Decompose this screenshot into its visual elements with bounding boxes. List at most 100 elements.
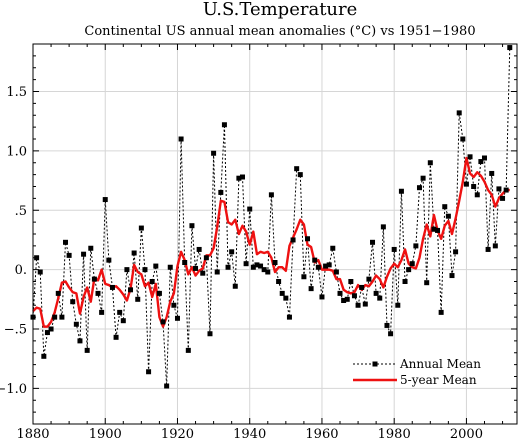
annual-mean-point	[471, 184, 477, 189]
annual-mean-point	[236, 175, 242, 181]
grid	[32, 44, 517, 424]
annual-mean-point	[323, 263, 329, 269]
annual-mean-point	[95, 290, 101, 296]
annual-mean-point	[409, 261, 415, 267]
annual-mean-point	[88, 245, 94, 251]
annual-mean-point	[182, 260, 188, 265]
y-tick-label: 1.0	[6, 144, 27, 159]
x-tick-label: 2000	[450, 427, 483, 438]
annual-mean-point	[218, 189, 224, 195]
annual-mean-line	[32, 47, 511, 387]
annual-mean-point	[164, 383, 170, 389]
annual-mean-point	[344, 296, 350, 302]
annual-mean-point	[138, 225, 144, 231]
y-tick-label: .5	[15, 204, 27, 219]
annual-mean-point	[406, 267, 412, 273]
x-tick-label: 1960	[305, 427, 338, 438]
annual-mean-point	[348, 279, 354, 284]
annual-mean-point	[225, 264, 231, 270]
annual-mean-point	[167, 264, 173, 270]
annual-mean-point	[149, 279, 155, 284]
annual-mean-point	[55, 290, 61, 296]
annual-mean-point	[297, 172, 303, 178]
annual-mean-point	[99, 309, 105, 315]
annual-mean-point	[283, 295, 289, 301]
legend-5-year-mean-label: 5-year Mean	[400, 373, 477, 387]
annual-mean-point	[113, 334, 119, 340]
annual-mean-point	[391, 246, 397, 252]
annual-mean-point	[247, 206, 253, 212]
annual-mean-point	[420, 175, 426, 181]
annual-mean-point	[330, 245, 336, 251]
annual-mean-point	[481, 155, 487, 161]
annual-mean-point	[128, 287, 134, 293]
annual-mean-point	[315, 264, 321, 270]
annual-mean-point	[290, 237, 296, 243]
annual-mean-point	[485, 246, 491, 252]
annual-mean-point	[160, 319, 166, 325]
annual-mean-point	[207, 331, 213, 337]
x-tick-label: 1900	[89, 427, 122, 438]
annual-mean-point	[453, 249, 459, 255]
annual-mean-point	[442, 204, 448, 210]
chart-subtitle: Continental US annual mean anomalies (°C…	[84, 24, 475, 39]
annual-mean-markers	[30, 45, 513, 389]
annual-mean-point	[286, 314, 292, 320]
annual-mean-point	[156, 290, 162, 296]
annual-mean-point	[44, 330, 50, 336]
annual-mean-point	[214, 269, 220, 275]
x-tick-label: 1980	[378, 427, 411, 438]
annual-mean-point	[48, 326, 54, 332]
annual-mean-point	[193, 265, 199, 271]
annual-mean-point	[312, 257, 318, 263]
annual-mean-point	[398, 188, 404, 194]
annual-mean-point	[124, 267, 130, 273]
x-tick-label: 1880	[16, 427, 49, 438]
annual-mean-point	[171, 302, 177, 308]
annual-mean-point	[507, 45, 513, 51]
annual-mean-point	[102, 197, 108, 203]
annual-mean-point	[243, 261, 249, 267]
annual-mean-point	[91, 276, 97, 282]
annual-mean-point	[395, 302, 401, 308]
annual-mean-point	[427, 160, 433, 166]
legend: Annual Mean 5-year Mean	[353, 357, 481, 387]
annual-mean-point	[34, 255, 40, 261]
annual-mean-point	[276, 279, 282, 284]
annual-mean-point	[254, 262, 260, 268]
annual-mean-point	[460, 136, 466, 142]
annual-mean-point	[380, 224, 386, 230]
annual-mean-point	[362, 301, 368, 307]
y-tick-label: 1.5	[6, 85, 27, 100]
y-tick-label: −1.0	[0, 382, 27, 397]
annual-mean-point	[272, 260, 278, 265]
annual-mean-point	[73, 321, 79, 327]
annual-mean-point	[341, 298, 347, 303]
annual-mean-point	[189, 223, 195, 229]
annual-mean-point	[413, 243, 419, 249]
annual-mean-point	[463, 181, 469, 187]
annual-mean-point	[106, 257, 112, 263]
annual-mean-point	[174, 315, 180, 321]
annual-mean-point	[294, 166, 300, 172]
annual-mean-point	[438, 309, 444, 315]
y-tick-label: −.5	[4, 323, 27, 338]
series-lines	[32, 47, 511, 387]
annual-mean-point	[41, 353, 47, 359]
annual-mean-point	[142, 267, 148, 273]
annual-mean-point	[185, 347, 191, 353]
annual-mean-point	[402, 279, 408, 284]
annual-mean-point	[388, 331, 394, 337]
annual-mean-point	[250, 264, 256, 270]
annual-mean-point	[258, 263, 264, 269]
annual-mean-point	[153, 263, 159, 269]
annual-mean-point	[424, 280, 430, 286]
annual-mean-point	[445, 213, 451, 219]
annual-mean-point	[279, 290, 285, 296]
annual-mean-point	[301, 274, 307, 280]
annual-mean-point	[261, 267, 267, 273]
y-tick-label: 0.	[15, 263, 27, 278]
annual-mean-point	[109, 284, 115, 290]
legend-annual-mean-marker	[372, 361, 378, 367]
annual-mean-point	[319, 294, 325, 300]
